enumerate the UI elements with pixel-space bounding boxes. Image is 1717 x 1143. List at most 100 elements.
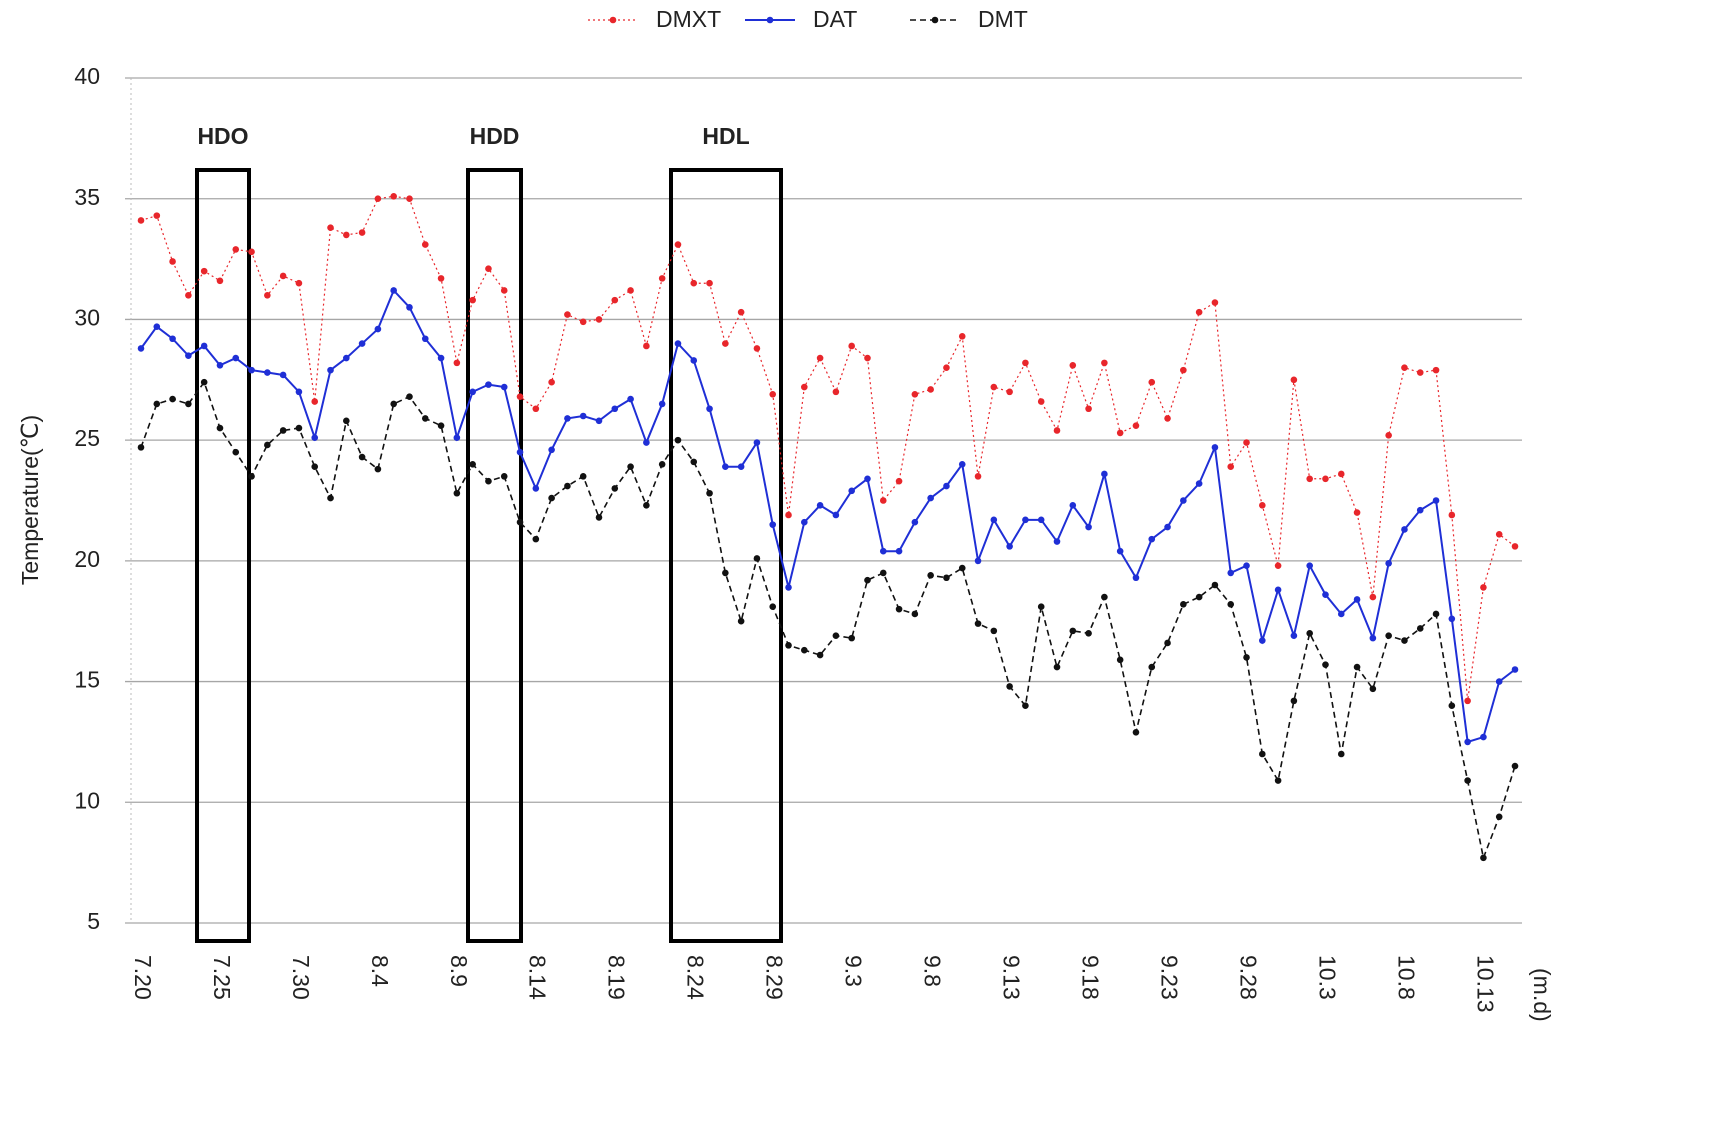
data-point [737,463,745,471]
data-point [1116,656,1124,664]
data-point [1432,366,1440,374]
data-point [453,359,461,367]
data-point [390,400,397,408]
data-point [1022,359,1029,367]
data-point [137,217,145,224]
data-point [1511,543,1519,550]
data-point [500,287,508,294]
data-point [1211,444,1219,451]
data-point [753,555,761,562]
data-point [1480,854,1487,862]
annotation-label: HDD [470,123,520,149]
data-point [816,502,824,509]
data-point [1132,422,1140,429]
data-point [974,557,982,565]
data-point [911,610,919,618]
data-point [548,378,555,386]
data-point [295,279,303,287]
data-point [1227,601,1235,608]
data-point [1085,405,1092,413]
data-point [832,632,840,639]
data-point [532,405,540,413]
data-point [1101,359,1108,367]
data-point [390,287,397,294]
data-point [327,366,334,374]
data-point [1259,502,1266,509]
data-point [343,354,350,362]
data-point [879,569,887,577]
data-point [1464,777,1471,784]
data-point [658,400,666,408]
data-point [658,460,666,468]
data-point [1085,629,1092,637]
x-tick-label: 10.3 [1314,955,1340,1000]
data-point [990,383,998,391]
data-point [769,390,777,398]
data-point [1480,733,1487,741]
data-point [374,325,382,333]
legend-label: DMT [978,6,1028,32]
data-point [832,511,840,519]
y-tick-label: 15 [74,667,100,693]
data-point [1022,516,1029,524]
y-tick-label: 10 [74,787,100,813]
data-point [216,362,224,369]
x-tick-label: 8.4 [367,955,393,987]
data-point [564,415,571,422]
data-point [248,366,255,374]
annotation-box [669,168,783,943]
data-point [816,651,824,659]
data-point [358,340,366,347]
data-point [737,617,745,625]
data-point [1369,634,1377,642]
data-point [1022,702,1029,710]
data-point [1322,661,1329,668]
x-tick-label: 7.25 [209,955,235,1000]
data-point [1132,574,1140,582]
x-tick-label: 9.13 [999,955,1025,1000]
data-point [753,345,761,352]
data-point [1101,593,1108,601]
data-point [343,417,350,425]
data-point [1274,586,1282,594]
data-point [943,364,950,372]
data-point [1069,627,1077,635]
data-point [469,460,476,468]
data-point [485,477,492,485]
data-point [500,383,508,391]
legend-label: DMXT [656,6,721,32]
data-point [264,369,271,376]
data-point [785,584,792,591]
data-point [1306,562,1313,569]
data-point [358,229,366,236]
data-point [516,393,524,400]
data-point [1416,506,1424,514]
data-point [437,275,445,282]
data-point [879,547,887,555]
data-point [1006,683,1013,690]
data-point [1101,470,1108,478]
data-point [706,405,713,413]
annotation-label: HDO [197,123,248,149]
data-point [674,340,682,347]
data-point [1480,584,1487,591]
data-point [548,446,555,454]
data-point [674,241,682,248]
data-point [200,342,208,350]
data-point [1416,369,1424,376]
data-point [1116,429,1124,437]
data-point [1290,632,1298,639]
y-tick-label: 5 [87,908,100,934]
data-point [690,279,698,287]
y-tick-label: 30 [74,305,100,331]
data-point [421,415,429,422]
data-point [1006,388,1013,396]
data-point [722,463,729,471]
data-point [232,246,240,253]
data-point [374,465,382,473]
data-point [1369,685,1377,693]
data-point [406,393,413,400]
data-point [879,497,887,504]
data-point [1511,762,1519,770]
data-point [1353,596,1361,603]
